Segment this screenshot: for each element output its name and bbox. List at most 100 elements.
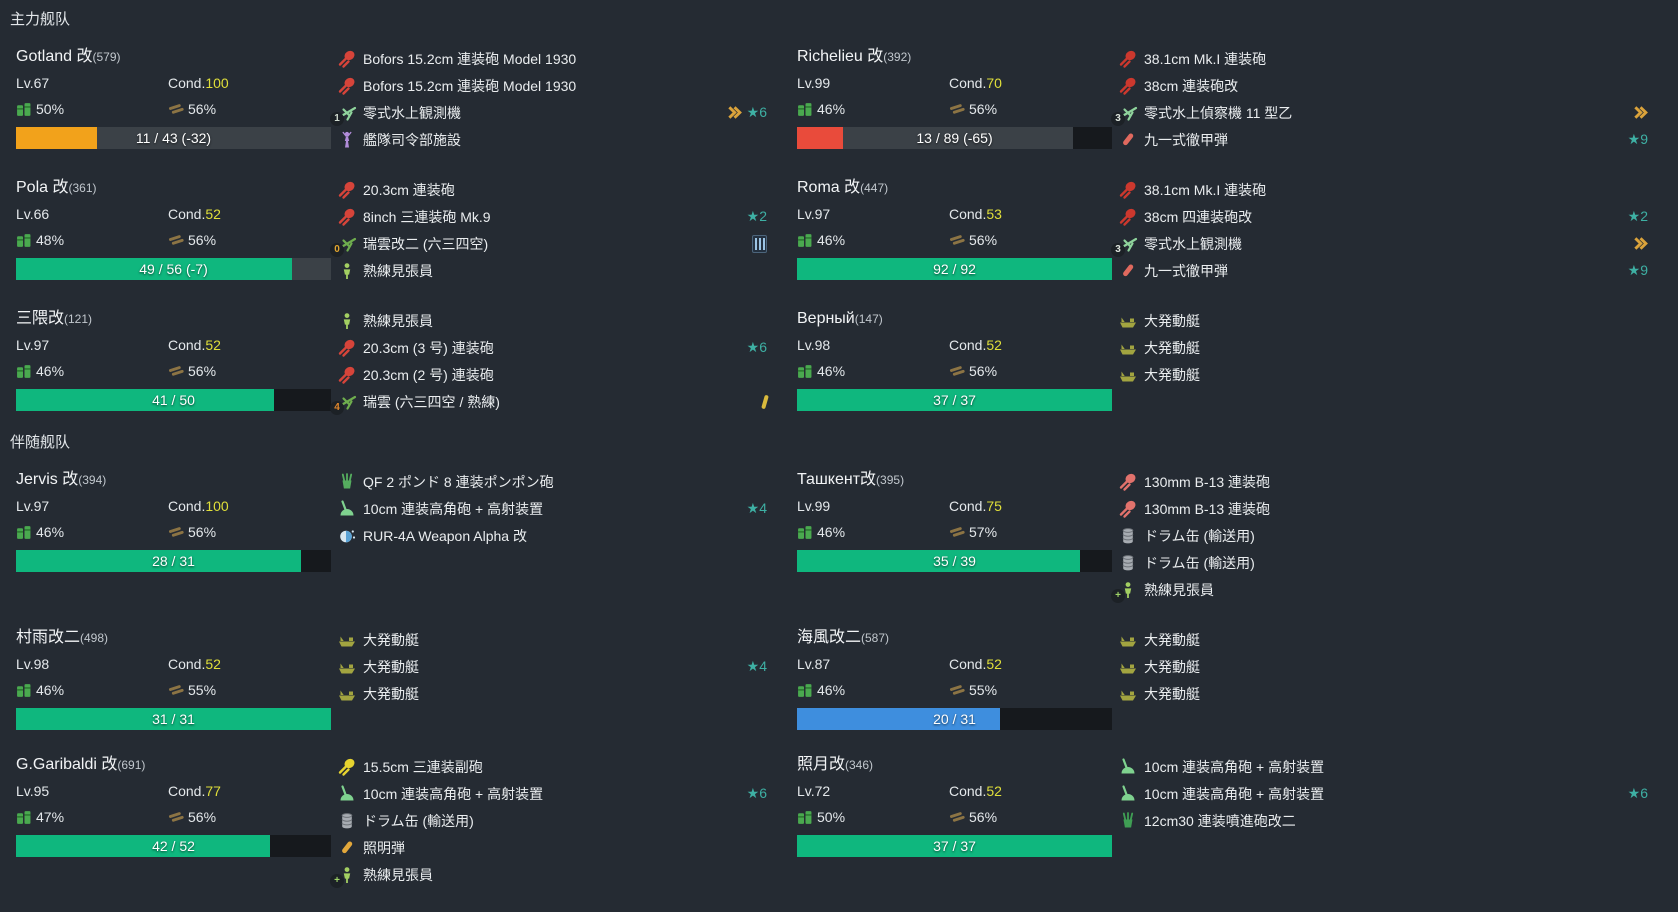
condition-value: 52 xyxy=(205,337,221,353)
ship-condition: Cond.52 xyxy=(168,201,221,227)
equipment-row: 20.3cm (2 号) 連装砲 xyxy=(337,361,767,388)
condition-value: 70 xyxy=(986,75,1002,91)
improvement-stars: ★9 xyxy=(1627,131,1648,147)
ammo-indicator: 57% xyxy=(949,519,997,545)
equipment-name: RUR-4A Weapon Alpha 改 xyxy=(363,527,527,544)
fuel-icon xyxy=(16,683,33,698)
seaplane-green-icon: 0 xyxy=(330,234,358,257)
gun-big-icon xyxy=(1118,207,1139,227)
fuel-icon xyxy=(797,525,814,540)
condition-value: 52 xyxy=(205,656,221,672)
fleet-title: 主力舰队 xyxy=(10,11,71,28)
supply-line: 46% 56% xyxy=(797,227,1112,253)
fuel-indicator: 47% xyxy=(16,804,168,830)
ship-name: 村雨改二 xyxy=(16,629,81,646)
ship-card: Gotland 改(579) Lv.67 Cond.100 50% 56% 11… xyxy=(16,44,797,153)
landing-olive-icon xyxy=(1118,338,1139,358)
ammo-icon xyxy=(168,810,185,825)
condition-label: Cond. xyxy=(168,75,206,91)
equipment-row: 照明弾 xyxy=(337,834,767,861)
ship-level: Lv.97 xyxy=(16,498,50,514)
ship-id: (394) xyxy=(78,473,107,487)
equipment-row: 大発動艇 xyxy=(337,680,767,707)
aa-gun-green-icon xyxy=(337,472,358,492)
hp-text: 37 / 37 xyxy=(933,392,976,408)
landing-olive-icon xyxy=(1118,684,1139,704)
level-condition-line: Lv.99 Cond.70 xyxy=(797,70,1112,96)
condition-label: Cond. xyxy=(168,206,206,222)
level-condition-line: Lv.97 Cond.52 xyxy=(16,332,331,358)
ship-card: 海風改二(587) Lv.87 Cond.52 46% 55% 20 / 31 … xyxy=(797,625,1678,730)
plane-count-badge: 3 xyxy=(1111,242,1125,257)
ship-name-line: Верный(147) xyxy=(797,306,1112,332)
hp-text: 42 / 52 xyxy=(152,838,195,854)
equipment-name: 大発動艇 xyxy=(1144,366,1200,383)
landing-olive-icon xyxy=(1118,657,1139,677)
equipment-row: 0 瑞雲改二 (六三四空) xyxy=(330,230,767,257)
equipment-row: 熟練見張員 xyxy=(337,257,767,284)
equipment-name: 10cm 連装高角砲 + 高射装置 xyxy=(1144,758,1325,775)
ship-card: Pola 改(361) Lv.66 Cond.52 48% 56% 49 / 5… xyxy=(16,175,797,284)
lookout-green-icon xyxy=(337,311,358,331)
equipment-list: 15.5cm 三連装副砲 10cm 連装高角砲 + 高射装置 ★6 ドラム缶 (… xyxy=(330,752,797,888)
hp-fill-segment xyxy=(797,389,1112,411)
ship-info-panel: Roma 改(447) Lv.97 Cond.53 46% 56% 92 / 9… xyxy=(797,175,1112,280)
equipment-adornments xyxy=(752,234,767,253)
ammo-icon xyxy=(949,364,966,379)
hp-fill-segment xyxy=(797,127,843,149)
fuel-indicator: 50% xyxy=(797,804,949,830)
gun-pink-icon xyxy=(1118,472,1139,492)
seaplane-green-icon: 4 xyxy=(330,392,358,415)
equipment-name: 38cm 四連装砲改 xyxy=(1144,208,1253,225)
hp-fill-segment xyxy=(797,258,1112,280)
ammo-percent: 56% xyxy=(969,809,998,825)
seaplane-mint-icon: 1 xyxy=(330,103,358,126)
seaplane-mint-icon: 3 xyxy=(1111,234,1139,257)
shell-red-icon xyxy=(1118,261,1139,281)
equipment-name: 熟練見張員 xyxy=(363,312,433,329)
equipment-name: 熟練見張員 xyxy=(1144,581,1214,598)
equipment-name: 20.3cm (3 号) 連装砲 xyxy=(363,339,494,356)
equipment-row: + 熟練見張員 xyxy=(1111,576,1648,603)
hp-fill-segment xyxy=(16,127,97,149)
condition-value: 100 xyxy=(205,75,229,91)
ha-gun-green-icon xyxy=(337,784,358,804)
ship-info-panel: Richelieu 改(392) Lv.99 Cond.70 46% 56% 1… xyxy=(797,44,1112,149)
fuel-icon xyxy=(797,364,814,379)
drum-gray-icon xyxy=(1118,553,1139,573)
rocket-green-icon xyxy=(1118,811,1139,831)
equipment-list: Bofors 15.2cm 連装砲 Model 1930 Bofors 15.2… xyxy=(330,44,797,153)
ship-name: Richelieu 改 xyxy=(797,48,884,65)
proficiency-chevron-icon xyxy=(727,105,742,120)
ship-name-line: Pola 改(361) xyxy=(16,175,331,201)
ship-card: G.Garibaldi 改(691) Lv.95 Cond.77 47% 56%… xyxy=(16,752,797,888)
ammo-icon xyxy=(168,364,185,379)
hp-bar: 20 / 31 xyxy=(797,708,1112,730)
fuel-icon xyxy=(797,233,814,248)
equipment-row: 大発動艇 xyxy=(1118,334,1648,361)
ammo-indicator: 56% xyxy=(168,804,216,830)
lookout-green-icon: + xyxy=(1111,580,1139,603)
equipment-list: 38.1cm Mk.I 連装砲 38cm 連装砲改 3 零式水上偵察機 11 型… xyxy=(1111,44,1678,153)
level-condition-line: Lv.98 Cond.52 xyxy=(797,332,1112,358)
equipment-row: RUR-4A Weapon Alpha 改 xyxy=(337,522,767,549)
equipment-adornments: ★2 xyxy=(1628,208,1648,225)
ammo-icon xyxy=(949,233,966,248)
fuel-percent: 50% xyxy=(817,809,846,825)
ship-info-panel: Pola 改(361) Lv.66 Cond.52 48% 56% 49 / 5… xyxy=(16,175,331,280)
ship-id: (392) xyxy=(883,50,912,64)
ship-condition: Cond.100 xyxy=(168,70,229,96)
hp-bar: 28 / 31 xyxy=(16,550,331,572)
equipment-row: 九一式徹甲弾 ★9 xyxy=(1118,257,1648,284)
equipment-row: 130mm B-13 連装砲 xyxy=(1118,468,1648,495)
gun-big-icon xyxy=(1118,49,1139,69)
improvement-stars: ★6 xyxy=(746,104,767,120)
fuel-icon xyxy=(16,810,33,825)
equipment-row: 大発動艇 xyxy=(1118,653,1648,680)
fuel-icon xyxy=(16,102,33,117)
supply-line: 50% 56% xyxy=(797,804,1112,830)
equipment-name: 大発動艇 xyxy=(363,658,419,675)
equipment-list: 大発動艇 大発動艇 大発動艇 xyxy=(1112,625,1678,707)
ship-level: Lv.66 xyxy=(16,206,50,222)
ha-gun-green-icon xyxy=(337,499,358,519)
